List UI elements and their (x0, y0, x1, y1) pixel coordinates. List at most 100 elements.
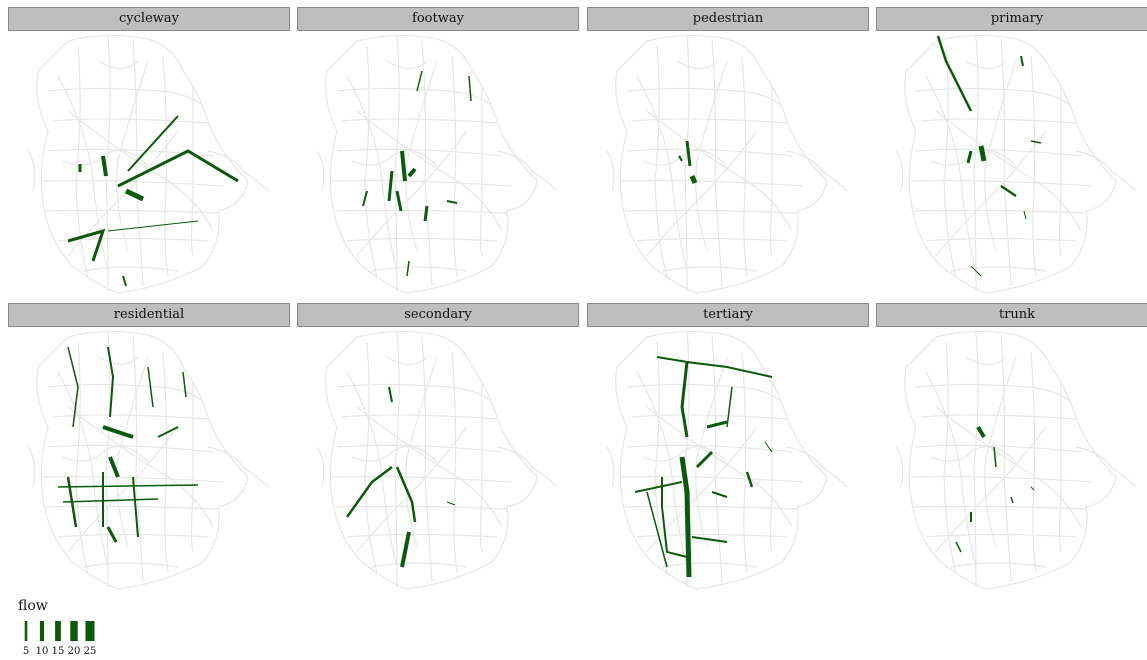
road (646, 330, 763, 368)
road (621, 475, 803, 483)
flow-segment (978, 145, 987, 162)
flow-segment (646, 491, 668, 568)
flow-segment (108, 456, 120, 478)
flow-segment (362, 190, 368, 207)
flow-segments (362, 70, 472, 277)
road (57, 533, 209, 538)
road (37, 40, 69, 72)
road (386, 356, 428, 366)
road (925, 237, 1077, 242)
road (1000, 38, 1012, 287)
road (615, 70, 698, 294)
road (769, 85, 773, 257)
road (711, 334, 723, 583)
road (1030, 55, 1037, 277)
road (950, 266, 1047, 272)
road (915, 444, 1082, 453)
road (207, 150, 269, 192)
road (965, 356, 1007, 366)
road (646, 426, 758, 553)
road (943, 45, 957, 277)
road (626, 383, 783, 403)
road (915, 148, 1082, 157)
road (341, 414, 498, 420)
road (935, 406, 1082, 528)
road (451, 55, 458, 277)
flow-segment (407, 167, 417, 178)
road (364, 341, 378, 573)
road (116, 356, 149, 548)
flow-segment (634, 481, 683, 493)
road (331, 179, 513, 187)
road (42, 475, 224, 483)
road (920, 118, 1077, 124)
road-network (27, 34, 269, 294)
flow-segment (1030, 140, 1042, 144)
road (47, 87, 204, 107)
road (36, 366, 119, 590)
facet-strip: trunk (876, 303, 1147, 327)
flow-segment (107, 346, 115, 418)
road (910, 475, 1092, 483)
facet-panel-pedestrian: pedestrian (587, 7, 869, 297)
road (394, 35, 400, 292)
facet-map-footway (316, 34, 558, 294)
road (117, 70, 249, 294)
flow-segment (387, 170, 394, 202)
road (496, 446, 558, 488)
flow-segment (680, 361, 689, 438)
flow-segment (1030, 486, 1035, 491)
road (57, 371, 109, 568)
flow-segment (122, 275, 127, 287)
flow-segment (689, 175, 698, 184)
road (621, 179, 803, 187)
road (52, 118, 209, 124)
flow-segment (955, 541, 962, 553)
road (695, 356, 728, 548)
legend-key-label: 10 (36, 646, 49, 657)
road (421, 38, 433, 287)
facet-strip: cycleway (8, 7, 290, 31)
flow-segment (101, 155, 108, 177)
flow-segment (62, 498, 159, 503)
road (336, 383, 493, 403)
road (626, 87, 783, 107)
road (943, 341, 957, 573)
flow-segment (1010, 496, 1014, 504)
road (915, 383, 1072, 403)
legend-title: flow (18, 598, 48, 614)
legend-key (24, 621, 28, 641)
road (67, 130, 179, 257)
road (950, 562, 1047, 568)
road (646, 130, 758, 257)
road (913, 505, 1087, 510)
road (67, 426, 179, 553)
road (364, 45, 378, 277)
road-network (316, 34, 558, 294)
flow-segments (936, 35, 1042, 277)
road (636, 237, 788, 242)
facet-map-primary (895, 34, 1137, 294)
road (62, 445, 149, 463)
flow-segment (656, 356, 773, 378)
road (496, 150, 558, 192)
legend-key (70, 621, 78, 641)
road (920, 414, 1077, 420)
road (1058, 85, 1062, 257)
flow-segment (1023, 210, 1027, 220)
flow-segment (157, 426, 179, 438)
flow-segment (406, 260, 410, 277)
facet-panel-secondary: secondary (297, 303, 579, 593)
road (646, 406, 793, 528)
legend-key-label: 5 (23, 646, 29, 657)
road (631, 118, 788, 124)
road-network (895, 330, 1137, 590)
legend-key (55, 621, 61, 641)
flow-segment (726, 386, 733, 428)
road (641, 149, 728, 167)
road (132, 334, 144, 583)
road (479, 85, 483, 257)
road (336, 444, 503, 453)
road (925, 533, 1077, 538)
road (57, 75, 109, 272)
